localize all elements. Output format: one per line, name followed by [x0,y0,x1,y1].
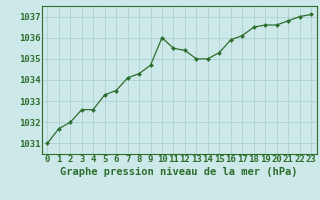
X-axis label: Graphe pression niveau de la mer (hPa): Graphe pression niveau de la mer (hPa) [60,167,298,177]
